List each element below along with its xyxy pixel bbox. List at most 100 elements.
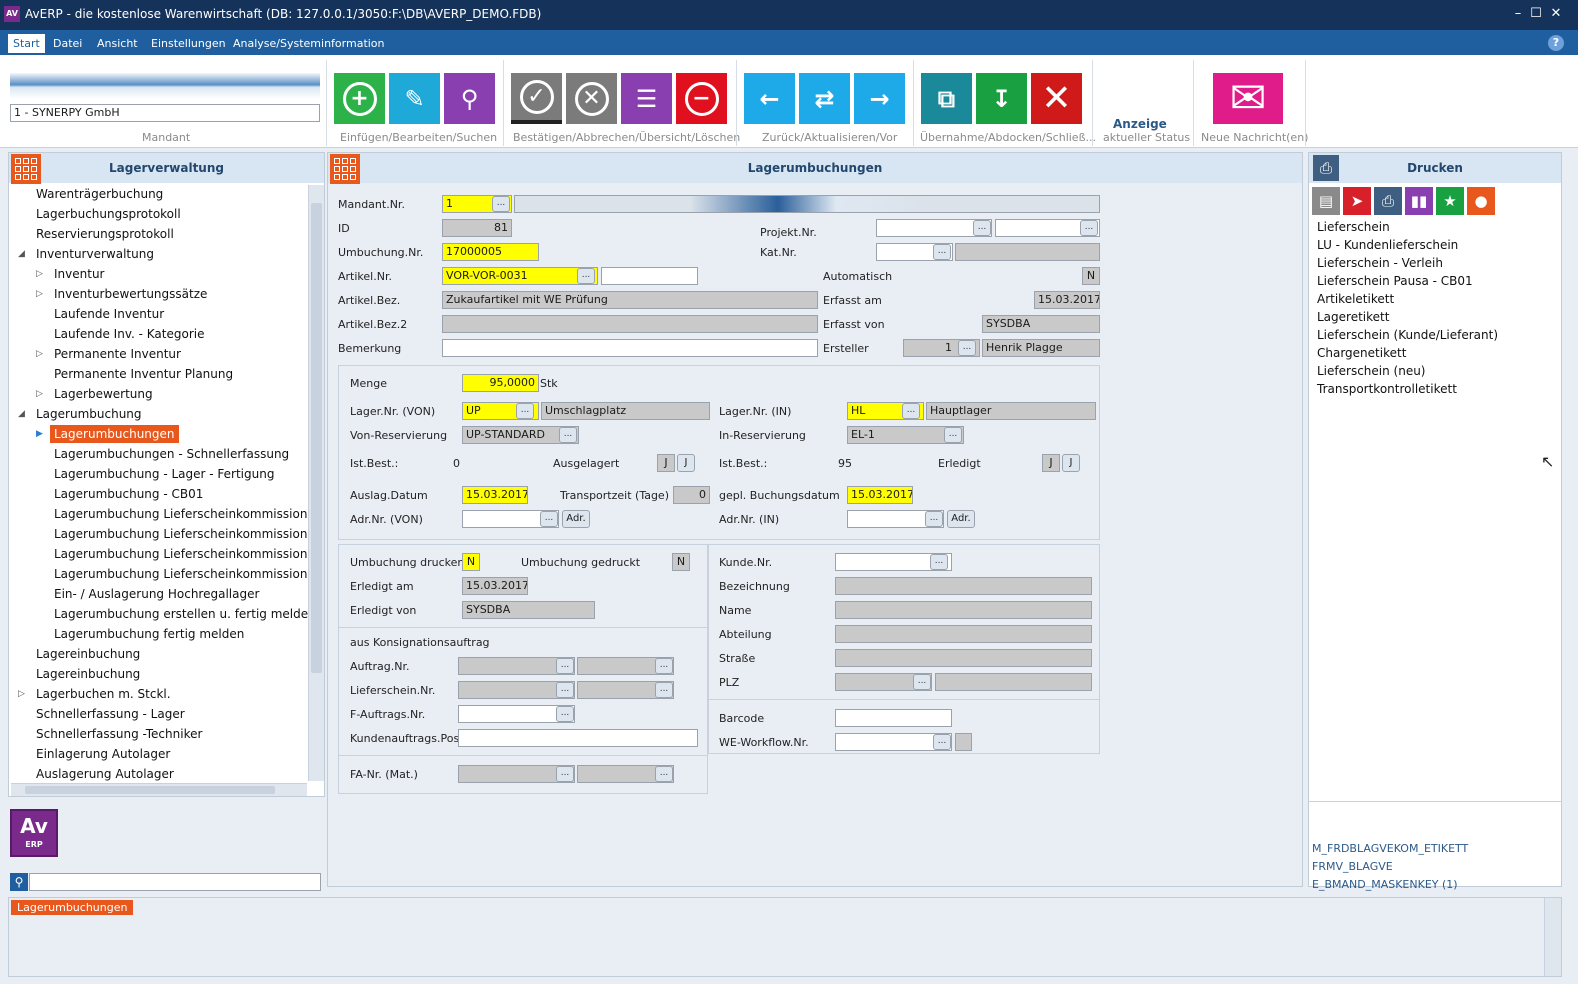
adr-von-field[interactable] — [462, 510, 559, 528]
erledigt-field[interactable]: J — [1042, 454, 1060, 472]
lieferschein-extra-field[interactable] — [577, 681, 674, 699]
f-auftrags-nr-field[interactable] — [458, 705, 575, 723]
tree-item[interactable]: Lagerbuchungsprotokoll — [36, 207, 181, 221]
tree-item[interactable]: Lagerumbuchung erstellen u. fertig melde… — [54, 607, 316, 621]
fa-nr-field[interactable] — [458, 765, 575, 783]
tree-item[interactable]: Lagerumbuchung fertig melden — [54, 627, 245, 641]
undock-button[interactable]: ↧ — [976, 73, 1027, 124]
search-icon[interactable]: ⚲ — [10, 873, 28, 891]
print-item[interactable]: Lieferschein (neu) — [1317, 364, 1426, 378]
tree-item[interactable]: Lagereinbuchung — [36, 667, 141, 681]
menu-ansicht[interactable]: Ansicht — [97, 37, 138, 50]
fa-lookup-button[interactable]: ... — [556, 766, 574, 782]
books-icon[interactable]: ▮▮ — [1405, 187, 1433, 215]
tree-item[interactable]: Permanente Inventur — [54, 347, 181, 361]
maximize-button[interactable]: ☐ — [1530, 6, 1542, 21]
confirm-button[interactable]: ✓ — [511, 73, 562, 124]
artikel-nr-field[interactable]: VOR-VOR-0031 — [442, 267, 598, 285]
tab-bar-scrollbar[interactable] — [1544, 898, 1561, 976]
auftrag-extra-field[interactable] — [577, 657, 674, 675]
collapsed-arrow-icon[interactable]: ▷ — [36, 269, 43, 279]
tree-item[interactable]: Warenträgerbuchung — [36, 187, 164, 201]
print-item[interactable]: Lageretikett — [1317, 310, 1390, 324]
adr-in-lookup-button[interactable]: ... — [925, 511, 943, 527]
adr-in-button[interactable]: Adr. — [947, 510, 975, 528]
status-title[interactable]: Anzeige — [1113, 117, 1167, 131]
menu-einstellungen[interactable]: Einstellungen — [151, 37, 226, 50]
projekt-extra-lookup-button[interactable]: ... — [1080, 220, 1098, 236]
lieferschein-nr-field[interactable] — [458, 681, 575, 699]
print-item[interactable]: Lieferschein — [1317, 220, 1390, 234]
tree-item[interactable]: Lagerumbuchung - Lager - Fertigung — [54, 467, 275, 481]
tree-item[interactable]: Inventur — [54, 267, 105, 281]
artikel-lookup-button[interactable]: ... — [577, 268, 595, 284]
menu-datei[interactable]: Datei — [53, 37, 83, 50]
expanded-arrow-icon[interactable]: ◢ — [18, 409, 25, 419]
von-reservierung-lookup-button[interactable]: ... — [559, 427, 577, 443]
ausgelagert-field[interactable]: J — [657, 454, 675, 472]
lieferschein-extra-lookup-button[interactable]: ... — [655, 682, 673, 698]
delete-button[interactable]: − — [676, 73, 727, 124]
print-item[interactable]: Lieferschein (Kunde/Lieferant) — [1317, 328, 1499, 342]
close-form-button[interactable]: ✕ — [1031, 73, 1082, 124]
kat-lookup-button[interactable]: ... — [933, 244, 951, 260]
minimize-button[interactable]: – — [1514, 6, 1522, 21]
close-window-button[interactable]: ✕ — [1550, 6, 1562, 21]
edit-button[interactable]: ✎ — [389, 73, 440, 124]
lager-von-lookup-button[interactable]: ... — [516, 403, 534, 419]
refresh-button[interactable]: ⇄ — [799, 73, 850, 124]
mandant-lookup-button[interactable]: ... — [492, 196, 510, 212]
auftrag-nr-field[interactable] — [458, 657, 575, 675]
menu-start[interactable]: Start — [8, 34, 45, 53]
tree-item[interactable]: Laufende Inv. - Kategorie — [54, 327, 205, 341]
projekt-extra-field[interactable] — [995, 219, 1100, 237]
overview-button[interactable]: ☰ — [621, 73, 672, 124]
print-item[interactable]: Lieferschein - Verleih — [1317, 256, 1443, 270]
fa-extra-field[interactable] — [577, 765, 674, 783]
insert-button[interactable]: + — [334, 73, 385, 124]
auftrag-lookup-button[interactable]: ... — [556, 658, 574, 674]
tree-item[interactable]: Lagereinbuchung — [36, 647, 141, 661]
f-auftrags-lookup-button[interactable]: ... — [556, 706, 574, 722]
projekt-lookup-button[interactable]: ... — [973, 220, 991, 236]
in-reservierung-lookup-button[interactable]: ... — [944, 427, 962, 443]
tree-item[interactable]: Inventurbewertungssätze — [54, 287, 208, 301]
print-item[interactable]: Artikeletikett — [1317, 292, 1395, 306]
tree-item[interactable]: Lagerumbuchung Lieferscheinkommissionier… — [54, 527, 309, 541]
barcode-field[interactable] — [835, 709, 952, 727]
print-item[interactable]: Chargenetikett — [1317, 346, 1407, 360]
tree-item[interactable]: Laufende Inventur — [54, 307, 165, 321]
printer-icon[interactable]: ⎙ — [1313, 155, 1339, 181]
gepl-buchungsdatum-field[interactable]: 15.03.2017 — [847, 486, 913, 504]
print-item[interactable]: LU - Kundenlieferschein — [1317, 238, 1459, 252]
kunde-lookup-button[interactable]: ... — [930, 554, 948, 570]
adr-von-button[interactable]: Adr. — [562, 510, 590, 528]
erledigt-toggle-button[interactable]: J — [1062, 454, 1080, 472]
adr-in-field[interactable] — [847, 510, 944, 528]
forward-button[interactable]: → — [854, 73, 905, 124]
menge-field[interactable]: 95,0000 — [462, 374, 539, 392]
scroll-thumb[interactable] — [311, 203, 322, 673]
we-workflow-lookup-button[interactable]: ... — [933, 734, 951, 750]
menu-analyse[interactable]: Analyse/Systeminformation — [233, 37, 385, 50]
tree-item[interactable]: Lagerumbuchungen - Schnellerfassung — [54, 447, 290, 461]
plz-lookup-button[interactable]: ... — [913, 674, 931, 690]
mandant-select[interactable]: 1 - SYNERPY GmbH — [10, 104, 320, 122]
collapsed-arrow-icon[interactable]: ▷ — [36, 289, 43, 299]
cancel-button[interactable]: ✕ — [566, 73, 617, 124]
tree-item[interactable]: Lagerumbuchung Lieferscheinkommissionier… — [54, 507, 309, 521]
search-button[interactable]: ⚲ — [444, 73, 495, 124]
tree-item[interactable]: Inventurverwaltung — [36, 247, 154, 261]
umbuchung-drucken-field[interactable]: N — [462, 553, 480, 571]
von-reservierung-field[interactable]: UP-STANDARD — [462, 426, 579, 444]
clipboard-icon[interactable]: ▤ — [1312, 187, 1340, 215]
tree-item[interactable]: Schnellerfassung - Lager — [36, 707, 185, 721]
expanded-arrow-icon[interactable]: ◢ — [18, 249, 25, 259]
auslag-datum-field[interactable]: 15.03.2017 — [462, 486, 528, 504]
adr-von-lookup-button[interactable]: ... — [540, 511, 558, 527]
tree-item-selected[interactable]: Lagerumbuchungen — [50, 425, 179, 443]
navigation-search-input[interactable] — [29, 873, 321, 891]
artikel-extra-field[interactable] — [601, 267, 698, 285]
message-button[interactable]: ✉ — [1213, 73, 1283, 124]
collapsed-arrow-icon[interactable]: ▶ — [36, 429, 43, 439]
